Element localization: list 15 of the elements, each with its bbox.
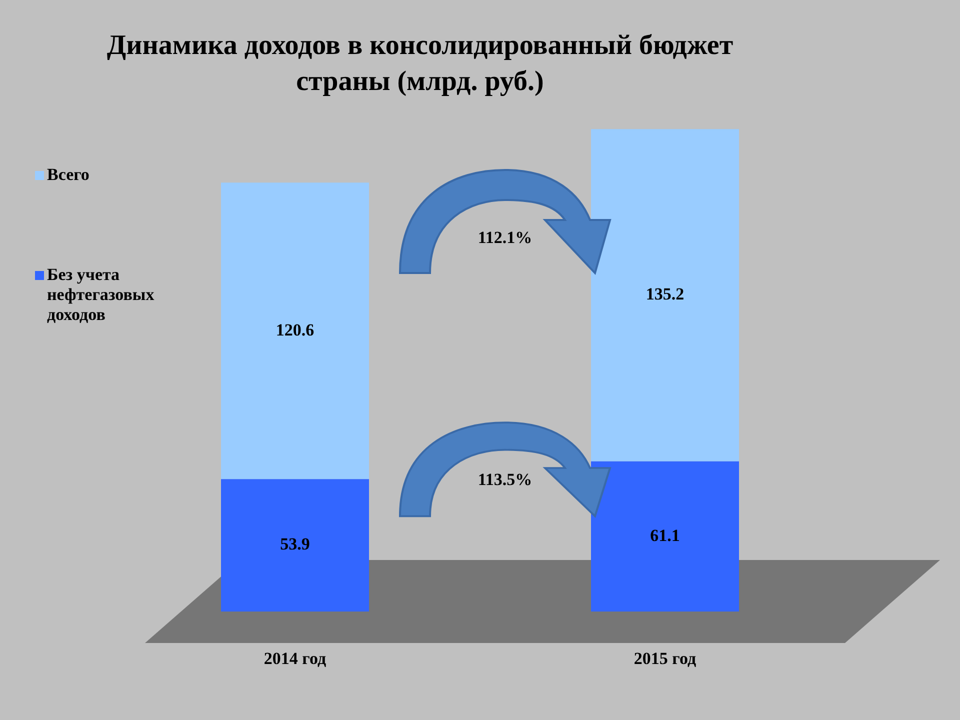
x-tick-label: 2015 год (634, 649, 696, 668)
data-label: 53.9 (280, 534, 310, 554)
bar (591, 461, 739, 612)
legend-label: Всего (47, 165, 90, 185)
annotation: 112.1% (476, 228, 534, 248)
chart-title: Динамика доходов в консолидированный бюджет страны (млрд. руб.) (106, 29, 734, 99)
legend-label: Без учета нефтегазовых доходов (47, 265, 156, 325)
bar (221, 479, 369, 612)
data-label: 61.1 (650, 526, 680, 545)
data-label: 135.2 (646, 284, 684, 304)
data-label: 120.6 (276, 320, 314, 340)
x-tick-label: 2014 год (264, 649, 326, 668)
bar (221, 182, 369, 480)
bar (591, 129, 739, 462)
annotation: 113.5% (476, 470, 534, 490)
